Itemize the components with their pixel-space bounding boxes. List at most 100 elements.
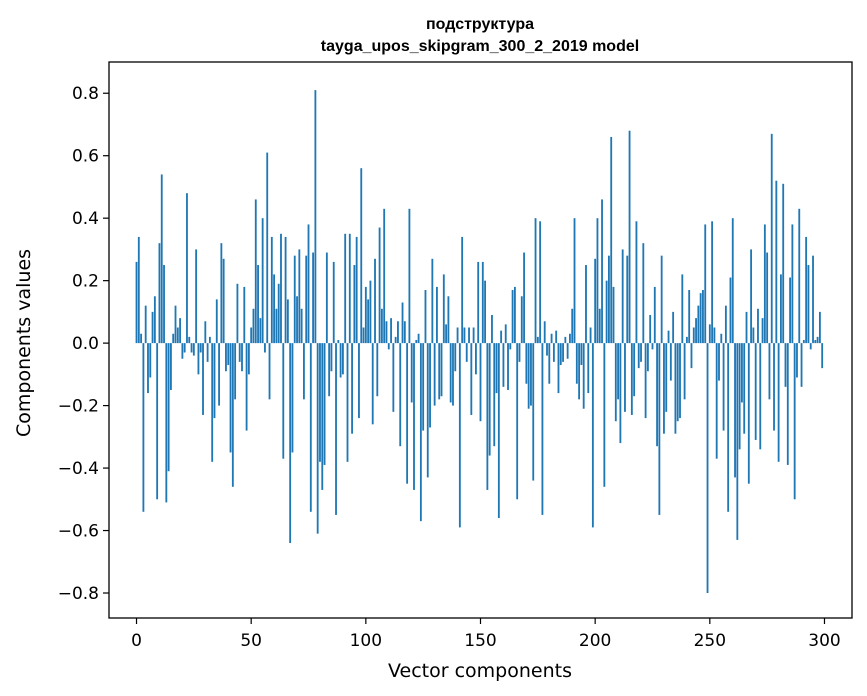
bar xyxy=(362,327,365,344)
bar xyxy=(158,243,161,344)
bar xyxy=(516,343,519,500)
bar xyxy=(759,343,762,450)
bar xyxy=(619,343,622,444)
bar xyxy=(658,343,661,515)
chart-subtitle: tayga_upos_skipgram_300_2_2019 model xyxy=(321,38,639,55)
bar xyxy=(793,343,796,500)
bar xyxy=(690,343,693,369)
bar xyxy=(543,321,546,344)
bar xyxy=(273,274,276,344)
bar xyxy=(351,343,353,434)
x-tick-label: 150 xyxy=(464,631,496,651)
bar xyxy=(667,330,670,344)
bar xyxy=(628,130,631,344)
x-tick-label: 250 xyxy=(694,631,726,651)
bar xyxy=(339,343,342,378)
bar xyxy=(296,296,298,344)
bar xyxy=(713,327,716,344)
bar xyxy=(275,308,278,344)
bar xyxy=(562,343,564,362)
y-tick-label: −0.4 xyxy=(58,459,99,479)
bar xyxy=(406,343,409,484)
bar xyxy=(222,258,225,344)
bar xyxy=(702,290,704,344)
bar xyxy=(199,343,202,353)
bar xyxy=(745,311,748,344)
bar xyxy=(504,324,507,344)
bar xyxy=(374,258,376,344)
bar xyxy=(706,343,709,594)
bar xyxy=(236,283,239,344)
y-tick-label: 0.2 xyxy=(72,272,99,292)
bar xyxy=(548,343,551,384)
bar xyxy=(669,343,672,381)
bar xyxy=(633,343,636,397)
bar xyxy=(729,277,732,344)
bar xyxy=(142,343,145,512)
bar xyxy=(220,243,223,344)
bar xyxy=(429,343,431,428)
bar xyxy=(160,174,163,344)
bar xyxy=(697,305,700,344)
bar xyxy=(676,343,679,422)
bar xyxy=(640,343,642,362)
bar xyxy=(321,343,324,490)
bar xyxy=(642,243,645,344)
bar xyxy=(364,286,367,344)
bar xyxy=(665,343,668,412)
bar xyxy=(314,90,317,344)
bar xyxy=(186,193,188,344)
bar xyxy=(536,336,539,344)
bar xyxy=(812,255,814,344)
bar xyxy=(392,343,395,412)
bar xyxy=(456,327,459,344)
bar xyxy=(534,218,537,344)
bar xyxy=(442,274,445,344)
bar xyxy=(422,343,425,431)
y-tick-label: 0.4 xyxy=(72,209,99,229)
bar xyxy=(300,308,303,344)
bar xyxy=(743,343,746,434)
x-tick-label: 100 xyxy=(350,631,382,651)
bar xyxy=(286,299,289,344)
bar xyxy=(481,261,484,344)
bar xyxy=(575,343,578,384)
bar xyxy=(768,343,771,400)
bar xyxy=(215,299,218,344)
bar xyxy=(202,343,204,415)
y-tick-label: −0.8 xyxy=(58,584,99,604)
bar xyxy=(617,343,620,400)
bar xyxy=(564,336,567,344)
y-axis-ticks: 0.8 0.6 0.4 0.2 0.0 −0.2 −0.4 −0.6 −0.8 xyxy=(58,84,109,604)
bar xyxy=(218,343,220,406)
bar xyxy=(720,333,723,344)
bar xyxy=(330,343,333,372)
bar xyxy=(408,208,411,344)
bar xyxy=(594,258,597,344)
bar xyxy=(757,308,759,344)
bar xyxy=(685,336,688,344)
bar xyxy=(488,343,491,456)
bar xyxy=(147,343,149,394)
bar xyxy=(663,343,665,434)
bar xyxy=(211,343,214,462)
bar xyxy=(277,283,280,344)
bar xyxy=(415,340,418,344)
bar xyxy=(582,343,585,409)
bar xyxy=(750,249,753,344)
bar xyxy=(257,265,259,344)
bar xyxy=(695,318,697,344)
bar xyxy=(225,343,227,372)
bar xyxy=(458,343,461,528)
bar xyxy=(355,236,358,344)
bar xyxy=(367,299,370,344)
bar xyxy=(559,343,562,365)
bar xyxy=(520,296,523,344)
bar xyxy=(259,318,262,344)
bar xyxy=(571,308,574,344)
bar xyxy=(380,308,383,344)
bar xyxy=(163,265,165,344)
bar xyxy=(440,343,443,397)
bar xyxy=(190,343,193,353)
